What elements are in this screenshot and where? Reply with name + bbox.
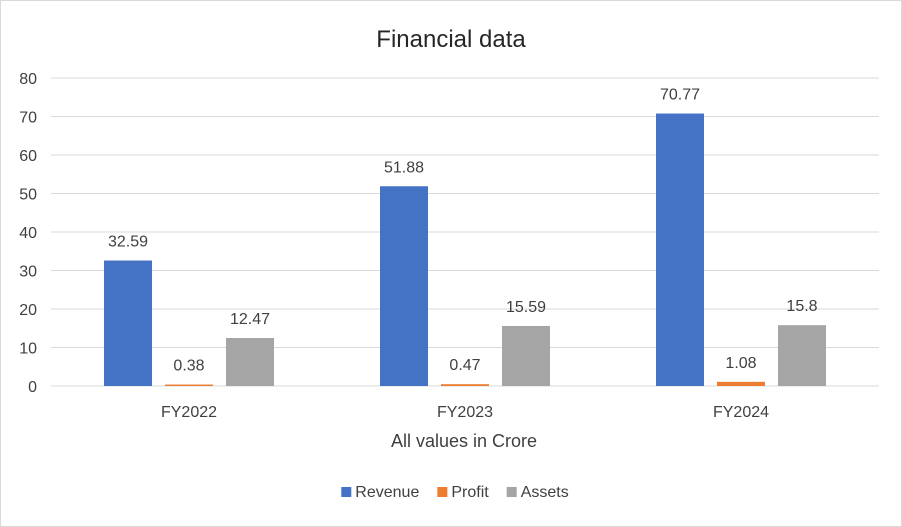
bar-assets-fy2023 [502,325,550,386]
bar-revenue-fy2022 [104,260,152,386]
data-labels: 32.59 0.38 12.47 51.88 0.47 15.59 70.77 1.08 15.… [108,87,818,375]
chart-title: Financial data [376,26,526,53]
x-tick-label: FY2024 [713,404,769,421]
y-tick-label: 10 [19,341,37,358]
x-axis-title: All values in Crore [391,431,537,451]
y-tick-label: 50 [19,187,37,204]
legend-item-assets: Assets [506,484,569,501]
x-axis: FY2022 FY2023 FY2024 [161,404,769,421]
legend-item-revenue: Revenue [341,484,419,501]
legend-label: Revenue [355,484,419,501]
bar-assets-fy2022 [226,337,274,386]
y-tick-label: 0 [28,379,37,396]
y-tick-label: 80 [19,71,37,88]
bars [104,113,826,387]
gridlines [51,77,879,387]
legend-swatch [341,487,352,497]
bar-revenue-fy2024 [656,113,704,387]
data-label: 1.08 [725,355,756,372]
data-label: 0.47 [449,357,480,374]
bar-profit-fy2022 [165,384,213,386]
y-tick-label: 20 [19,302,37,319]
legend-swatch [506,487,517,497]
legend-label: Profit [451,484,489,501]
y-axis: 0 10 20 30 40 50 60 70 80 [19,71,37,396]
y-tick-label: 30 [19,264,37,281]
data-label: 12.47 [230,311,270,328]
bar-profit-fy2024 [717,381,765,386]
x-tick-label: FY2023 [437,404,493,421]
legend: Revenue Profit Assets [341,484,569,501]
legend-label: Assets [521,484,569,501]
bar-profit-fy2023 [441,384,489,386]
data-label: 0.38 [173,358,204,375]
data-label: 15.8 [786,298,817,315]
y-tick-label: 70 [19,110,37,127]
data-label: 70.77 [660,87,700,104]
data-label: 15.59 [506,299,546,316]
y-tick-label: 40 [19,225,37,242]
data-label: 32.59 [108,234,148,251]
legend-item-profit: Profit [437,484,489,501]
bar-assets-fy2024 [778,325,826,386]
bar-revenue-fy2023 [380,186,428,386]
y-tick-label: 60 [19,148,37,165]
x-tick-label: FY2022 [161,404,217,421]
data-label: 51.88 [384,159,424,176]
legend-swatch [437,487,448,497]
